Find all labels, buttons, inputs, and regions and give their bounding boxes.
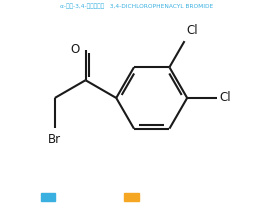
Text: Br: Br — [48, 133, 61, 146]
Bar — [124, 193, 138, 201]
Text: Cl: Cl — [186, 24, 198, 37]
Bar — [41, 193, 55, 201]
Text: O: O — [70, 43, 79, 55]
Text: Cl: Cl — [219, 91, 231, 104]
Text: α-渴代-3,4-二氯苯乙锐   3,4-DICHLOROPHENACYL BROMIDE: α-渴代-3,4-二氯苯乙锐 3,4-DICHLOROPHENACYL BROM… — [60, 4, 213, 9]
